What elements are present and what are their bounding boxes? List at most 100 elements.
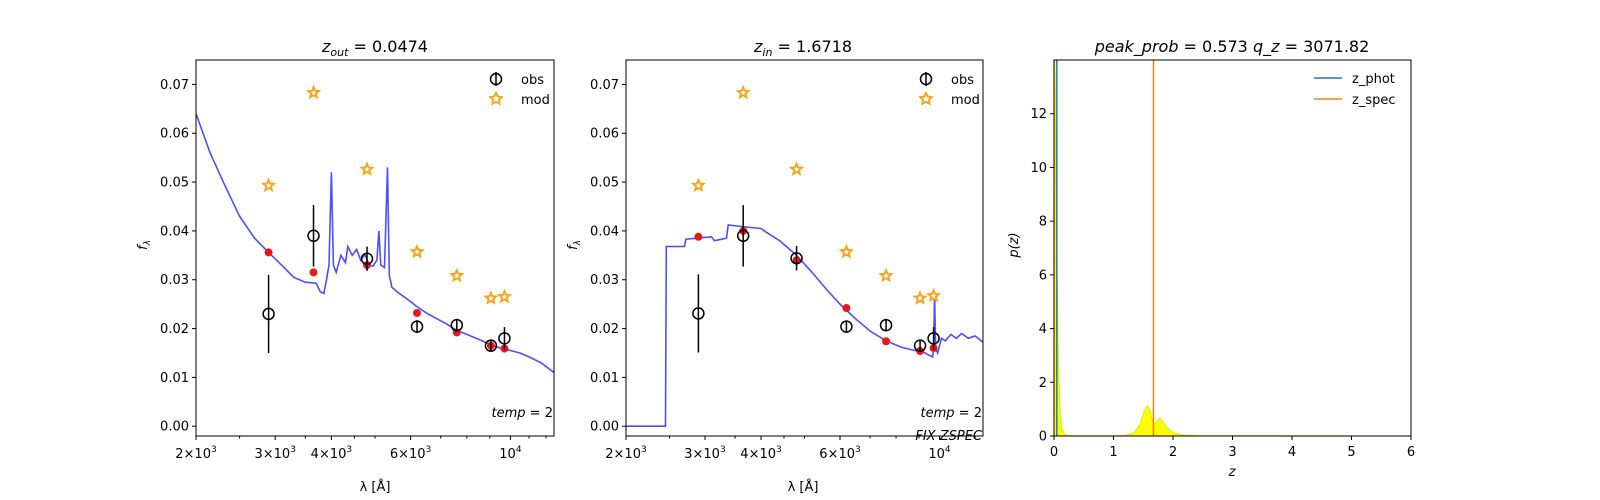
x-tick-label: 6×103 xyxy=(819,445,860,462)
y-tick-label: 4 xyxy=(1039,322,1047,337)
y-tick-label: 12 xyxy=(1030,107,1047,122)
annotation-fix-zspec: FIX ZSPEC xyxy=(915,429,983,444)
legend: obs mod xyxy=(918,72,980,108)
x-tick-label: 4×103 xyxy=(311,445,352,462)
y-tick-label: 0.05 xyxy=(590,176,619,191)
spectrum-line xyxy=(196,113,554,374)
model-flux-point xyxy=(694,232,703,241)
mod-point xyxy=(788,161,805,176)
panel-title: peak_prob = 0.573 q_z = 3071.82 xyxy=(1094,37,1370,57)
mod-point xyxy=(260,177,277,192)
mod-point xyxy=(735,84,751,100)
x-tick-label: 3×103 xyxy=(684,445,725,462)
legend-obs-label: obs xyxy=(521,73,544,88)
x-tick-label: 2×103 xyxy=(175,445,216,462)
y-tick-label: 0.00 xyxy=(160,420,189,435)
x-tick-label: 2×103 xyxy=(605,445,646,462)
y-tick-label: 0 xyxy=(1039,430,1047,445)
y-tick-label: 10 xyxy=(1030,161,1047,176)
mod-point xyxy=(925,287,942,303)
y-tick-label: 0.04 xyxy=(590,224,619,239)
model-flux-point xyxy=(413,308,422,317)
obs-point xyxy=(692,307,705,320)
x-axis-label: z xyxy=(1228,465,1237,480)
annotation-temp: temp = 2 xyxy=(492,406,553,421)
mod-point xyxy=(878,267,894,283)
y-tick-label: 6 xyxy=(1039,268,1047,283)
mod-point xyxy=(305,84,322,100)
sed-panel-zout: zout = 0.0474 0.000.010.020.030.040.050.… xyxy=(136,37,555,495)
obs-point xyxy=(840,320,853,333)
y-tick-label: 0.04 xyxy=(160,224,189,239)
obs-point xyxy=(736,229,750,243)
y-axis-label: fλ xyxy=(566,240,583,250)
axis-ticks: 0.00 0.01 0.02 0.03 0.04 0.05 0.06 0.07 2×103 3×1… xyxy=(590,78,976,462)
model-flux-point xyxy=(264,248,273,257)
x-tick-label: 2 xyxy=(1169,445,1177,460)
y-tick-label: 0.03 xyxy=(160,273,189,288)
obs-point xyxy=(410,320,424,333)
y-tick-label: 0.02 xyxy=(160,322,189,337)
y-tick-label: 0.07 xyxy=(160,78,189,93)
x-tick-label: 4×103 xyxy=(740,445,781,462)
legend: z_phot z_spec xyxy=(1314,72,1396,108)
panel-title: zout = 0.0474 xyxy=(321,37,428,59)
mod-point xyxy=(496,288,513,304)
y-axis-label: p(z) xyxy=(1007,232,1022,258)
y-tick-label: 0.06 xyxy=(590,127,619,142)
legend-mod-marker xyxy=(488,90,504,106)
legend: obs mod xyxy=(488,72,550,108)
legend-mod-marker xyxy=(918,90,934,106)
obs-point xyxy=(307,229,320,243)
obs-point xyxy=(913,339,927,352)
mod-point xyxy=(483,290,499,305)
y-tick-label: 0.07 xyxy=(590,78,619,93)
mod-point xyxy=(838,243,855,259)
legend-zphot-label: z_phot xyxy=(1352,72,1395,87)
pz-panel: peak_prob = 0.573 q_z = 3071.82 02468101… xyxy=(1007,37,1415,480)
obs-point xyxy=(498,332,511,345)
x-axis-label: λ [Å] xyxy=(788,479,819,495)
legend-obs-marker xyxy=(919,72,933,86)
spectrum-line xyxy=(626,224,983,427)
x-tick-label: 0 xyxy=(1050,445,1058,460)
model-flux-point xyxy=(842,304,851,313)
x-axis-label: λ [Å] xyxy=(360,479,391,495)
legend-mod-label: mod xyxy=(951,93,980,108)
legend-mod-label: mod xyxy=(521,93,550,108)
x-tick-label: 5 xyxy=(1347,445,1355,460)
obs-point xyxy=(790,252,803,265)
y-tick-label: 0.01 xyxy=(160,371,189,386)
y-tick-label: 0.01 xyxy=(590,371,619,386)
x-tick-label: 6 xyxy=(1407,445,1415,460)
legend-obs-marker xyxy=(489,72,503,86)
y-axis-label: fλ xyxy=(136,240,153,250)
model-flux-point xyxy=(882,337,891,346)
model-flux-point xyxy=(309,268,318,277)
obs-point xyxy=(262,307,275,321)
panel-title: zin = 1.6718 xyxy=(753,37,852,59)
x-tick-label: 1 xyxy=(1109,445,1117,460)
y-tick-label: 0.00 xyxy=(590,420,619,435)
x-tick-label: 3 xyxy=(1228,445,1236,460)
plot-area xyxy=(625,59,984,437)
y-tick-label: 0.05 xyxy=(160,176,189,191)
obs-point xyxy=(484,339,498,352)
annotation-temp: temp = 2 xyxy=(921,406,982,421)
y-tick-label: 8 xyxy=(1039,215,1047,230)
y-tick-label: 0.02 xyxy=(590,322,619,337)
mod-point xyxy=(690,177,707,192)
x-tick-label: 3×103 xyxy=(254,445,295,462)
mod-point xyxy=(449,267,465,283)
x-tick-label: 6×103 xyxy=(390,445,431,462)
legend-zspec-label: z_spec xyxy=(1352,93,1396,108)
y-tick-label: 2 xyxy=(1039,376,1047,391)
obs-point xyxy=(450,318,464,332)
mod-point xyxy=(409,243,425,259)
axis-ticks: 0.00 0.01 0.02 0.03 0.04 0.05 0.06 0.07 2×103 3×1… xyxy=(160,78,547,462)
legend-obs-label: obs xyxy=(951,73,974,88)
obs-point xyxy=(927,332,940,345)
y-tick-label: 0.06 xyxy=(160,127,189,142)
